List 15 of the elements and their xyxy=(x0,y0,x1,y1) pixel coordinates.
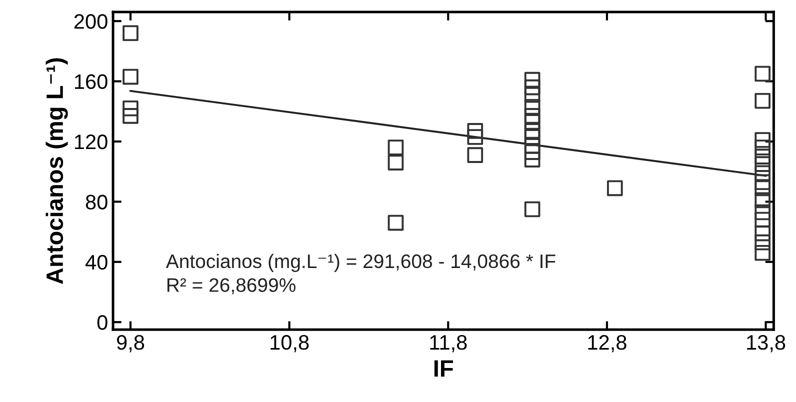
y-tick-label: 200 xyxy=(74,14,108,29)
y-tick-label: 80 xyxy=(86,194,108,210)
annotation: R² = 26,8699% xyxy=(167,278,296,294)
x-tick-label: 13,8 xyxy=(747,335,786,352)
x-tick-label: 9,8 xyxy=(117,335,144,352)
y-tick-label: 120 xyxy=(75,134,108,150)
x-tick-label: 10,8 xyxy=(270,335,309,352)
x-tick-label: 12,8 xyxy=(588,335,626,352)
x-axis-title: IF xyxy=(434,360,453,377)
y-axis-title: Antocianos (mg L⁻¹) xyxy=(46,58,68,284)
y-tick-label: 160 xyxy=(75,74,108,90)
x-tick-label: 11,8 xyxy=(430,335,467,352)
annotation: Antocianos (mg.L⁻¹) = 291,608 - 14,0866 * IF xyxy=(166,254,556,272)
y-tick-label: 0 xyxy=(97,315,108,330)
y-tick-label: 40 xyxy=(85,254,108,270)
